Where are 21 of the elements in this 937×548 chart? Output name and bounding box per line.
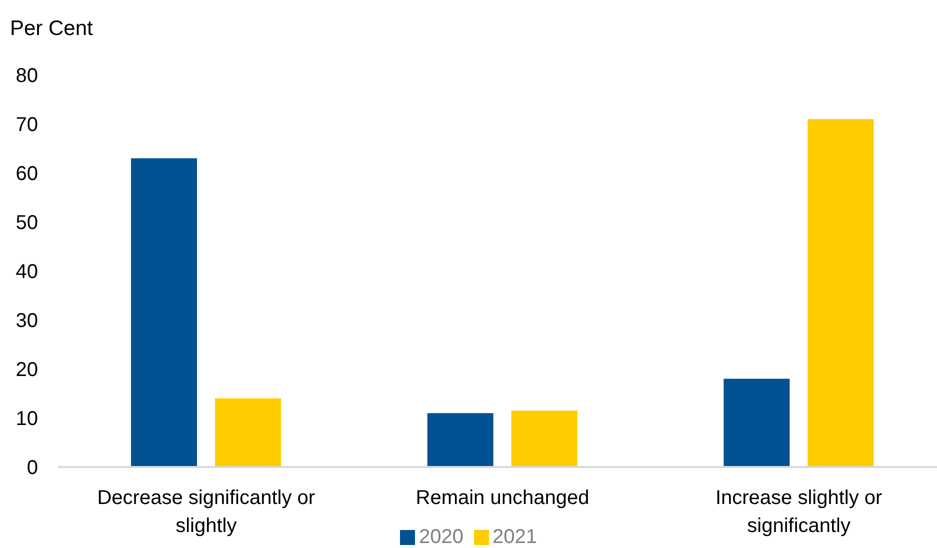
x-tick-label: Decrease significantly or slightly <box>97 487 316 537</box>
legend-label: 2021 <box>492 526 537 548</box>
bar <box>808 119 874 467</box>
x-tick-label: Increase slightly or significantly <box>715 487 883 537</box>
bar <box>131 158 197 467</box>
y-tick-label: 60 <box>16 163 38 186</box>
y-tick-label: 20 <box>16 359 38 382</box>
y-tick-label: 10 <box>16 408 38 430</box>
bar <box>724 378 790 467</box>
y-tick-label: 50 <box>16 212 38 234</box>
bar <box>511 410 578 467</box>
x-tick-label: Remain unchanged <box>416 487 590 509</box>
y-tick-label: 0 <box>26 457 38 480</box>
y-tick-label: 40 <box>16 261 38 284</box>
y-tick-label: 80 <box>16 65 38 88</box>
y-tick-label: 30 <box>16 310 38 332</box>
bar <box>215 398 281 467</box>
y-axis-title: Per Cent <box>10 17 93 41</box>
bar <box>427 413 494 467</box>
y-tick-label: 70 <box>16 114 38 136</box>
legend-label: 2020 <box>419 526 464 548</box>
